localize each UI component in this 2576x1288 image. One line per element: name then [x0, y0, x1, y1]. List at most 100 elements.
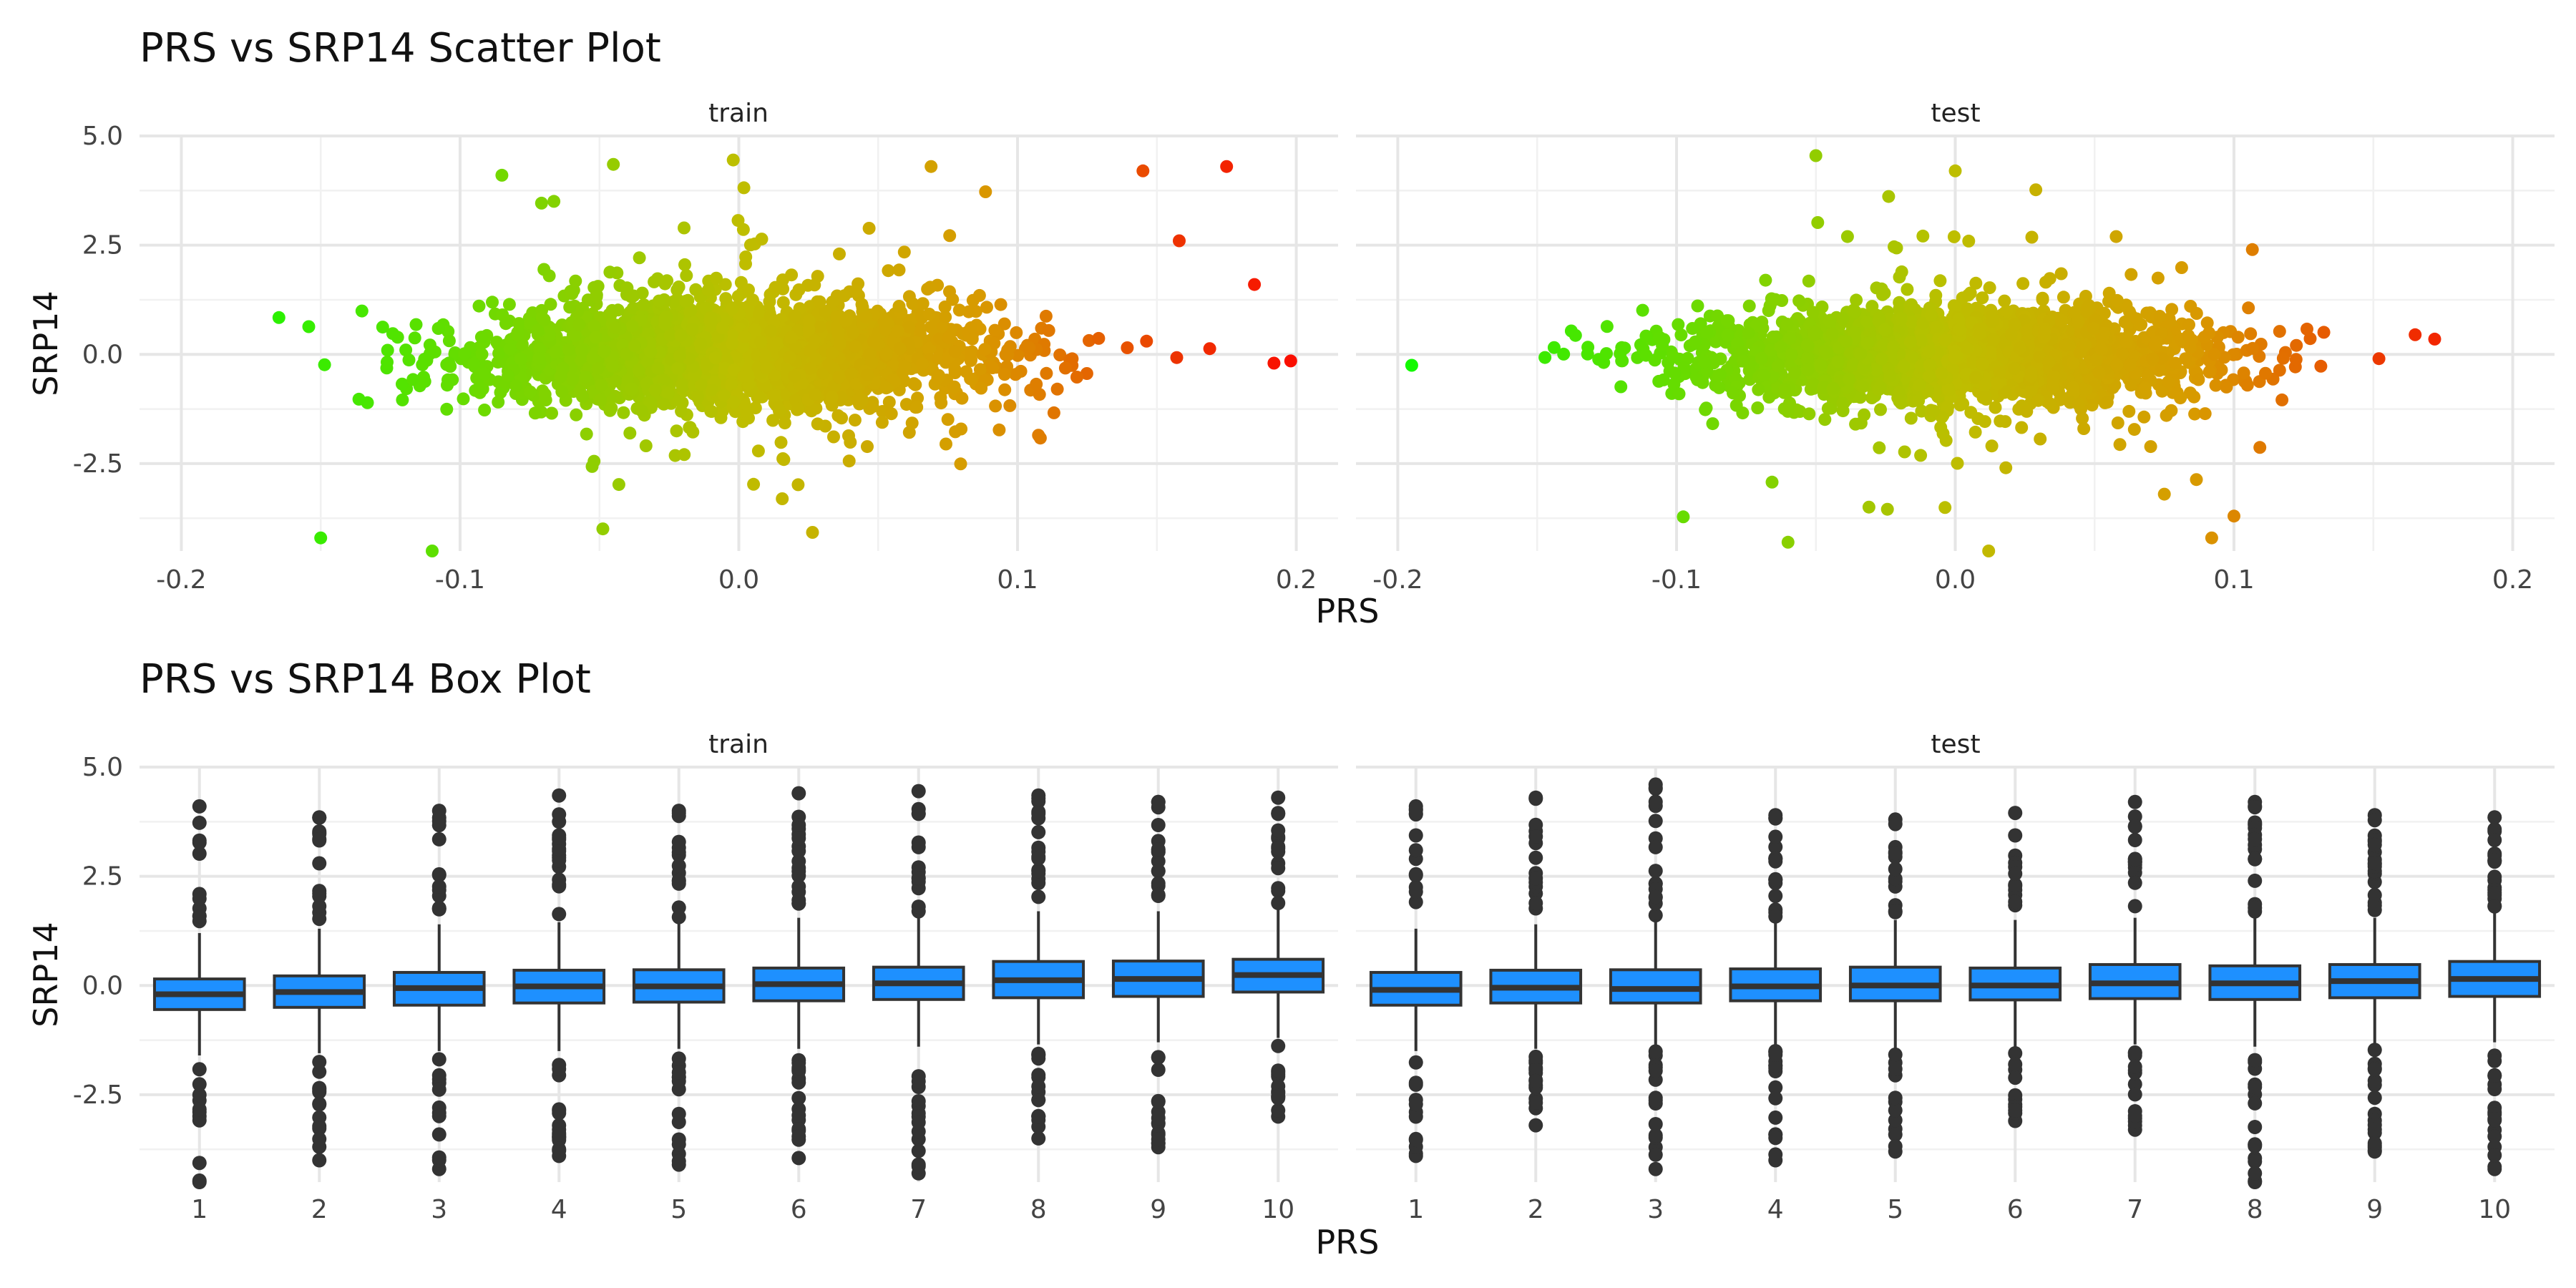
scatter-point — [992, 423, 1006, 436]
scatter-point — [547, 195, 561, 208]
scatter-point — [1882, 190, 1896, 203]
scatter-strip-train: train — [708, 99, 769, 128]
scatter-point — [902, 290, 916, 303]
scatter-point — [2109, 230, 2123, 243]
scatter-point — [986, 361, 999, 374]
scatter-point — [591, 280, 605, 293]
scatter-point — [2153, 310, 2167, 323]
scatter-point — [575, 343, 588, 357]
scatter-point — [881, 317, 894, 330]
scatter-point — [922, 308, 936, 321]
scatter-point — [625, 319, 639, 333]
scatter-point — [975, 381, 988, 395]
scatter-point — [832, 371, 846, 384]
scatter-point — [979, 185, 992, 198]
scatter-point — [1639, 329, 1653, 343]
scatter-point — [909, 378, 922, 391]
scatter-point — [2043, 272, 2057, 286]
scatter-point — [819, 305, 832, 318]
scatter-point — [1083, 333, 1096, 347]
scatter-point — [833, 338, 847, 351]
scatter-point — [1080, 367, 1093, 380]
scatter-point — [924, 160, 938, 173]
scatter-point — [644, 345, 658, 358]
scatter-point — [1009, 368, 1023, 381]
scatter-point — [965, 321, 978, 334]
scatter-point — [866, 400, 879, 414]
scatter-point — [831, 409, 845, 422]
scatter-point — [1030, 377, 1043, 391]
scatter-point — [1040, 366, 1053, 380]
scatter-point — [2127, 423, 2141, 436]
scatter-point — [948, 345, 962, 358]
scatter-point — [2124, 268, 2138, 281]
scatter-point — [738, 330, 751, 343]
scatter-point — [633, 251, 646, 265]
scatter-point — [718, 278, 732, 291]
scatter-point — [1769, 293, 1782, 306]
scatter-point — [916, 357, 929, 371]
scatter-point — [1895, 265, 1908, 278]
scatter-point — [1862, 500, 1875, 514]
scatter-point — [766, 414, 780, 427]
scatter-point — [955, 391, 969, 405]
scatter-point — [980, 301, 993, 314]
scatter-point — [564, 353, 577, 366]
scatter-point — [856, 394, 869, 407]
scatter-point — [628, 339, 642, 353]
scatter-point — [805, 404, 819, 418]
scatter-point — [590, 290, 603, 303]
scatter-point — [1994, 414, 2007, 428]
scatter-point — [673, 349, 686, 363]
scatter-point — [381, 343, 394, 357]
scatter-point — [499, 317, 512, 331]
scatter-point — [1023, 341, 1036, 355]
scatter-point — [1656, 338, 1669, 352]
scatter-point — [859, 311, 873, 324]
scatter-point — [608, 321, 622, 334]
scatter-point — [726, 153, 740, 167]
scatter-point — [563, 301, 577, 314]
scatter-point — [803, 314, 816, 328]
scatter-point — [609, 374, 622, 388]
scatter-point — [776, 492, 789, 505]
scatter-point — [2237, 366, 2250, 380]
scatter-point — [998, 383, 1012, 396]
scatter-point — [376, 321, 389, 334]
scatter-point — [2273, 364, 2286, 377]
scatter-point — [674, 328, 688, 342]
scatter-point — [1874, 403, 1887, 416]
scatter-point — [1547, 341, 1561, 354]
scatter-point — [978, 343, 992, 356]
scatter-point — [726, 302, 739, 316]
scatter-point — [1053, 348, 1067, 361]
scatter-point — [2245, 243, 2259, 256]
scatter-point — [727, 396, 741, 409]
scatter-point — [597, 345, 611, 358]
scatter-point — [1668, 366, 1682, 380]
scatter-point — [510, 328, 524, 341]
scatter-point — [1856, 380, 1870, 394]
scatter-point — [572, 318, 586, 331]
scatter-point — [473, 386, 487, 399]
scatter-point — [916, 297, 930, 311]
scatter-point — [2043, 396, 2057, 410]
scatter-point — [943, 285, 956, 298]
scatter-point — [478, 367, 492, 381]
scatter-point — [1848, 305, 1862, 318]
scatter-point — [568, 329, 582, 343]
scatter-point — [753, 307, 766, 321]
scatter-point — [1636, 303, 1649, 317]
scatter-point — [1010, 326, 1023, 339]
scatter-point — [825, 391, 839, 404]
scatter-point — [2036, 293, 2049, 306]
scatter-point — [1903, 299, 1917, 313]
scatter-point — [2253, 441, 2267, 454]
scatter-point — [716, 321, 729, 335]
scatter-point — [1581, 341, 1595, 354]
scatter-point — [595, 378, 608, 391]
scatter-point — [406, 373, 420, 386]
scatter-point — [537, 263, 551, 276]
scatter-point — [1947, 230, 1961, 243]
